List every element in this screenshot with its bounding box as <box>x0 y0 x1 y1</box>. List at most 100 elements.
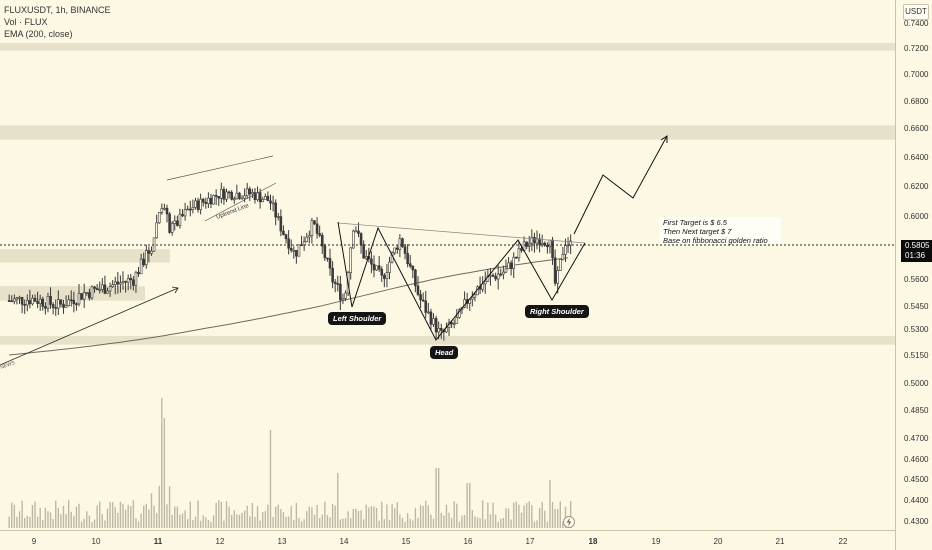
candle-body <box>305 236 309 242</box>
projection-path <box>573 135 668 235</box>
volume-bar <box>230 514 233 528</box>
candle-body <box>98 289 102 291</box>
volume-bar <box>437 468 440 528</box>
time-tick-label: 11 <box>154 537 163 546</box>
candle-body <box>144 250 148 266</box>
candle-body <box>173 220 177 224</box>
volume-bar <box>117 512 119 528</box>
volume-bar <box>176 506 179 528</box>
volume-bar <box>130 506 132 528</box>
price-tick-label: 0.4400 <box>904 496 929 505</box>
candle-body <box>126 278 130 283</box>
volume-bar <box>285 516 287 528</box>
volume-bar <box>287 516 290 528</box>
candle-body <box>31 297 34 305</box>
candle-body <box>297 244 301 257</box>
volume-bar <box>352 509 354 528</box>
volume-bar <box>360 510 362 528</box>
volume-bar <box>471 510 474 528</box>
volume-bar <box>29 516 31 528</box>
candlesticks <box>7 182 572 341</box>
candle-body <box>108 286 112 292</box>
candle-body <box>41 298 45 307</box>
candle-body <box>538 238 541 246</box>
volume-bar <box>510 519 512 528</box>
candle-body <box>331 267 334 283</box>
candle-body <box>188 208 192 211</box>
volume-bar <box>83 518 85 528</box>
right-shoulder-label[interactable]: Right Shoulder <box>525 305 589 318</box>
volume-bar <box>181 513 184 528</box>
candle-body <box>165 207 169 215</box>
volume-bar <box>254 517 256 528</box>
volume-bar <box>119 501 122 528</box>
volume-bar <box>57 507 60 528</box>
price-tick-label: 0.5450 <box>904 302 929 311</box>
ema-indicator-label[interactable]: EMA (200, close) <box>4 29 73 39</box>
candle-body <box>336 283 340 285</box>
candle-body <box>113 281 117 285</box>
candle-body <box>251 192 254 195</box>
candle-body <box>163 207 166 210</box>
candle-body <box>264 196 267 200</box>
candle-body <box>362 244 365 259</box>
volume-bar <box>500 518 502 528</box>
volume-bar <box>153 505 155 528</box>
candle-body <box>240 197 244 200</box>
candle-body <box>411 265 415 271</box>
target-note[interactable]: First Target is $ 6.5 Then Next target $… <box>659 217 781 245</box>
currency-button[interactable]: USDT <box>903 4 929 20</box>
volume-bar <box>318 518 321 528</box>
candle-body <box>471 296 474 300</box>
volume-bar <box>401 518 404 528</box>
candle-body <box>393 247 396 254</box>
candle-body <box>258 192 262 203</box>
symbol-title[interactable]: FLUXUSDT, 1h, BINANCE <box>4 5 111 15</box>
candle-body <box>147 250 151 254</box>
candle-body <box>142 258 146 266</box>
left-shoulder-label[interactable]: Left Shoulder <box>328 312 387 325</box>
ema-line <box>9 257 569 356</box>
volume-bar <box>300 521 303 528</box>
price-tick-label: 0.4500 <box>904 475 929 484</box>
volume-bar <box>404 521 406 528</box>
candle-body <box>354 230 358 233</box>
volume-bar <box>303 519 305 528</box>
candle-body <box>80 293 83 300</box>
volume-bar <box>194 516 197 528</box>
volume-bar <box>39 507 41 528</box>
lightning-icon[interactable] <box>563 516 575 528</box>
time-tick-label: 10 <box>92 537 101 546</box>
candle-body <box>450 322 453 325</box>
candle-body <box>380 268 384 276</box>
candle-body <box>116 281 120 285</box>
head-label[interactable]: Head <box>430 346 459 359</box>
volume-bar <box>241 512 243 528</box>
candle-body <box>67 299 70 306</box>
volume-bar <box>391 504 393 528</box>
candle-body <box>49 295 52 305</box>
volume-bar <box>225 501 228 528</box>
candle-body <box>434 318 438 333</box>
candle-body <box>302 241 306 246</box>
candle-body <box>103 284 107 294</box>
volume-bar <box>440 512 442 528</box>
volume-bar <box>96 505 98 528</box>
volume-bar <box>73 516 75 528</box>
candle-body <box>106 290 109 294</box>
candle-body <box>124 281 127 283</box>
candle-body <box>243 195 246 199</box>
volume-bar <box>174 506 176 528</box>
candle-body <box>507 262 510 270</box>
volume-bar <box>11 502 13 528</box>
candle-body <box>339 283 342 301</box>
volume-bar <box>324 501 326 528</box>
volume-bar <box>166 504 168 528</box>
volume-bar <box>262 512 264 528</box>
volume-bar <box>67 500 70 528</box>
volume-indicator-label[interactable]: Vol · FLUX <box>4 17 48 27</box>
price-tick-label: 0.5000 <box>904 379 929 388</box>
volume-bar <box>23 517 26 528</box>
volume-bar <box>18 511 21 528</box>
